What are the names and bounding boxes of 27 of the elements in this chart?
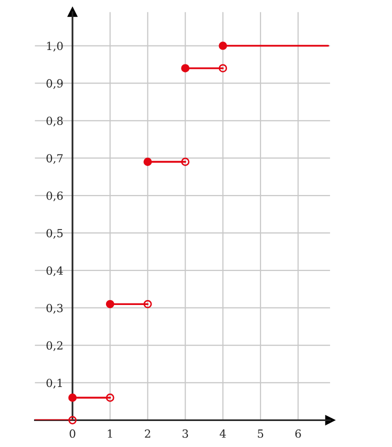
y-tick-label: 0,3 — [46, 304, 63, 314]
x-tick-label: 5 — [258, 430, 264, 438]
y-tick-label: 0,6 — [46, 192, 63, 202]
point — [181, 158, 190, 166]
x-tick-label: 3 — [182, 429, 188, 438]
x-tick-label: 2 — [144, 429, 150, 438]
point — [68, 394, 77, 402]
y-tick-label: 0,9 — [46, 79, 63, 89]
y-tick-label: 0,1 — [46, 378, 62, 388]
point — [106, 394, 114, 402]
y-tick-label: 0,8 — [46, 116, 63, 126]
point — [144, 300, 152, 308]
point — [218, 64, 228, 72]
point — [68, 416, 77, 424]
x-tick-label: 1 — [108, 429, 112, 438]
point — [106, 300, 114, 308]
y-tick-label: 0,4 — [46, 266, 63, 276]
x-tick-label: 4 — [220, 429, 226, 438]
y-tick-label: 0,2 — [46, 341, 62, 352]
y-tick-label: 0,7 — [46, 154, 63, 164]
y-tick-label: 1,0 — [47, 42, 63, 52]
point — [144, 158, 152, 166]
y-tick-label: 0,5 — [46, 228, 63, 239]
point — [218, 42, 228, 50]
x-tick-label: 0 — [70, 429, 76, 438]
x-tick-label: 6 — [295, 429, 301, 438]
point — [181, 64, 190, 72]
